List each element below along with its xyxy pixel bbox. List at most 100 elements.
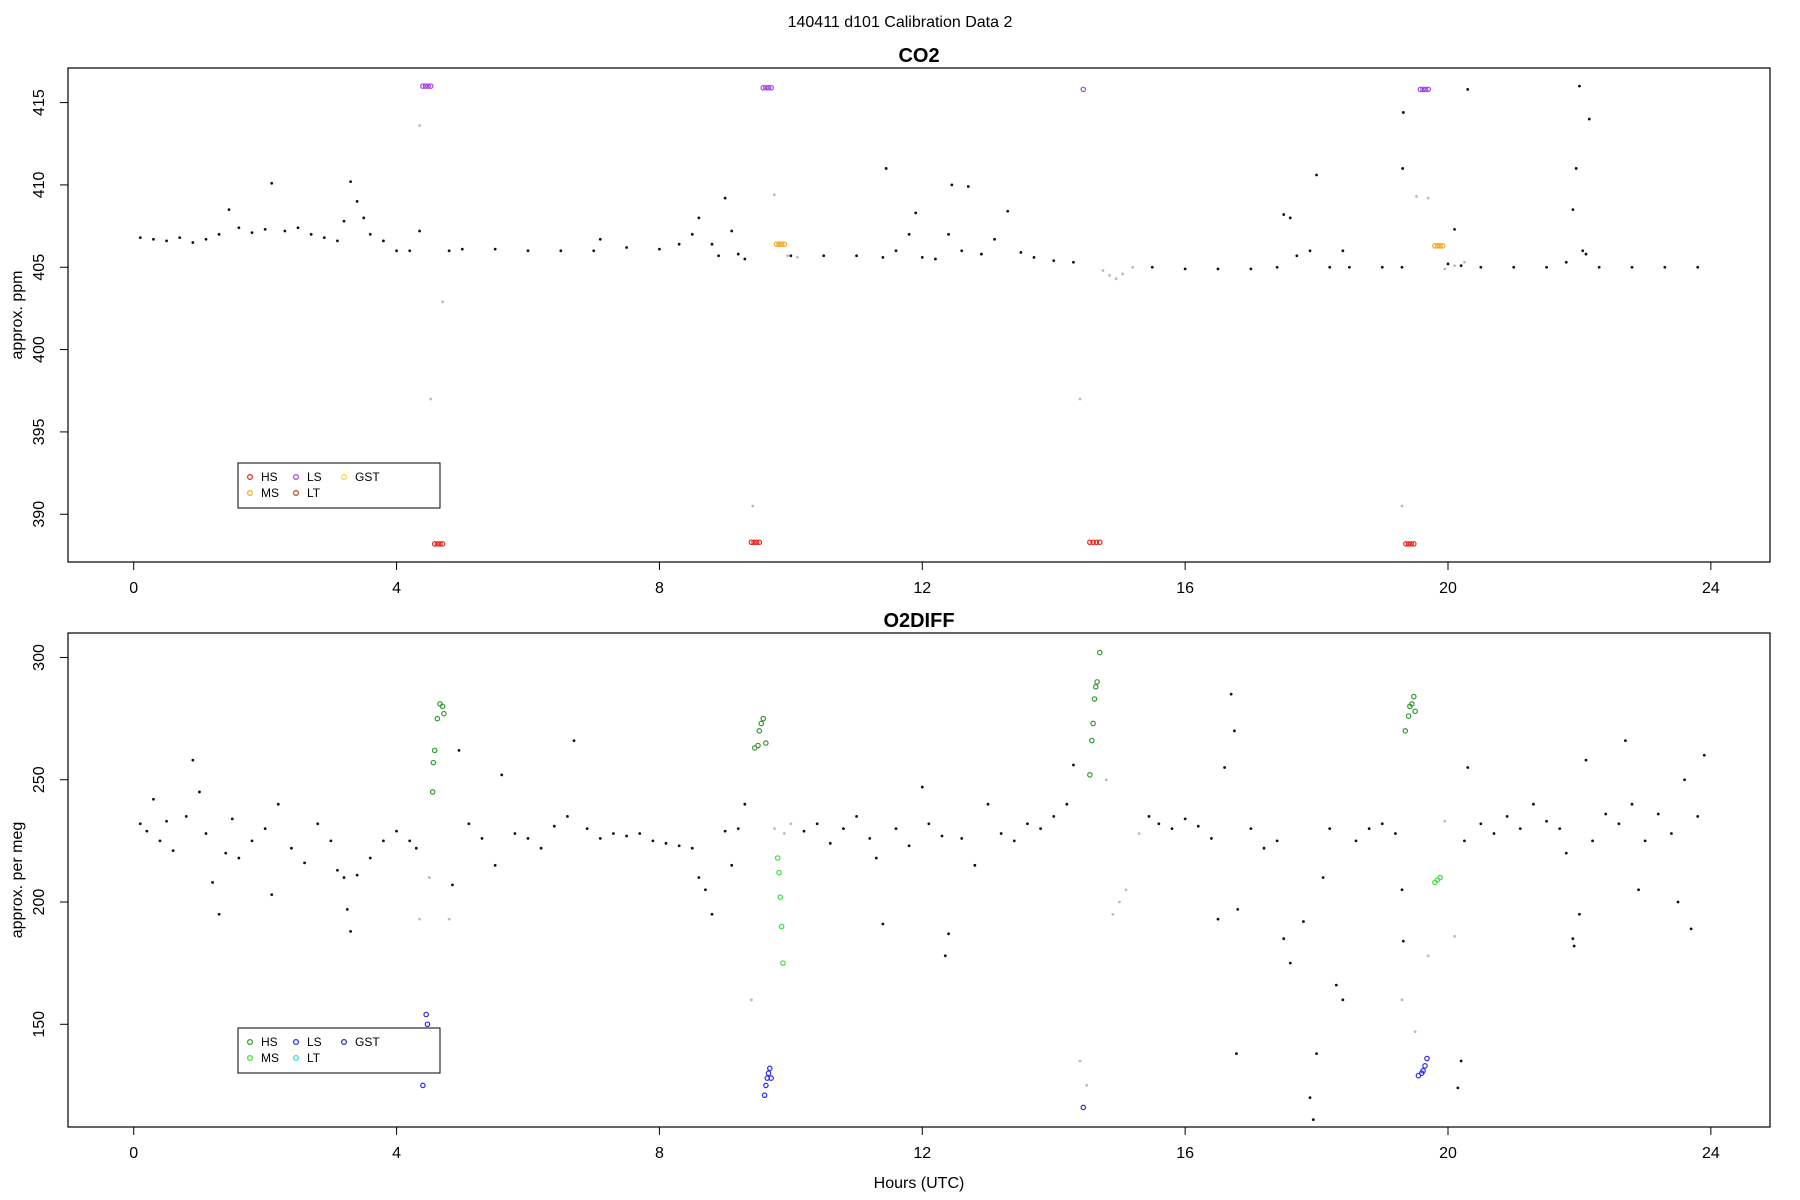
data-point: [1108, 274, 1111, 277]
data-point: [1676, 900, 1680, 904]
legend: HS LS GST MS LT: [237, 462, 441, 509]
data-point: [753, 539, 760, 546]
data-point: [943, 954, 947, 958]
data-point: [765, 84, 772, 91]
data-point: [751, 504, 755, 508]
data-point: [1545, 265, 1548, 269]
data-point: [1085, 1084, 1088, 1087]
data-point: [1321, 876, 1325, 879]
data-point: [789, 822, 793, 826]
data-point: [758, 720, 765, 727]
y-tick-label: 410: [31, 171, 48, 198]
data-point: [755, 742, 761, 749]
y-tick-label: 415: [31, 89, 48, 116]
data-point: [1689, 927, 1693, 931]
legend-entry-ls: LS: [293, 470, 322, 484]
data-point: [423, 1011, 429, 1018]
data-point: [1094, 679, 1100, 685]
data-point: [1604, 812, 1608, 816]
data-point: [736, 827, 740, 831]
data-point: [309, 232, 313, 236]
data-point: [592, 249, 596, 253]
data-point: [677, 844, 681, 848]
legend-marker: [247, 1038, 254, 1045]
data-point: [1572, 944, 1576, 948]
data-point: [276, 802, 280, 806]
data-point: [1216, 917, 1220, 921]
data-point: [1581, 249, 1585, 253]
data-point: [773, 193, 776, 197]
y-tick-label: 250: [31, 766, 48, 793]
data-point: [382, 239, 385, 243]
data-point: [441, 300, 444, 304]
data-point: [638, 832, 642, 835]
data-point: [1072, 763, 1075, 767]
x-tick-label: 0: [129, 1145, 138, 1162]
data-point: [165, 819, 168, 823]
data-point: [767, 1065, 773, 1072]
data-point: [1052, 259, 1056, 263]
legend-marker: [247, 1054, 254, 1061]
series-flush: [418, 124, 1466, 508]
y-tick-label: 150: [31, 1011, 48, 1038]
data-point: [1446, 262, 1450, 266]
data-point: [1282, 937, 1286, 941]
legend-marker: [247, 474, 254, 481]
y-tick-label: 390: [31, 501, 48, 528]
data-point: [342, 876, 346, 879]
data-point: [1006, 209, 1010, 213]
data-point: [439, 541, 446, 547]
data-point: [773, 241, 780, 247]
data-point: [1405, 541, 1412, 547]
data-point: [1597, 265, 1601, 269]
data-point: [881, 922, 885, 926]
data-point: [1341, 249, 1345, 253]
data-point: [697, 216, 701, 220]
data-point: [1354, 839, 1358, 843]
data-point: [1532, 802, 1535, 806]
data-point: [1334, 983, 1338, 987]
data-point: [1637, 888, 1640, 892]
data-point: [598, 837, 602, 840]
data-point: [382, 839, 385, 843]
data-point: [1183, 267, 1187, 271]
data-point: [973, 863, 977, 867]
data-point: [1415, 195, 1418, 198]
data-point: [751, 539, 757, 546]
data-point: [761, 1092, 768, 1099]
data-point: [1302, 920, 1305, 923]
data-point: [217, 912, 221, 916]
data-point: [362, 216, 366, 220]
data-point: [1039, 827, 1042, 831]
data-point: [1466, 88, 1470, 91]
data-point: [1288, 961, 1292, 965]
data-point: [884, 167, 888, 170]
data-point: [940, 834, 944, 838]
data-point: [1518, 827, 1522, 831]
data-point: [697, 876, 701, 879]
legend-marker: [247, 490, 254, 497]
data-point: [552, 824, 556, 828]
data-point: [1233, 729, 1236, 733]
data-point: [322, 236, 326, 240]
data-point: [1114, 277, 1118, 281]
data-point: [138, 236, 142, 240]
data-point: [625, 246, 628, 249]
data-point: [1453, 934, 1456, 938]
data-point: [171, 849, 175, 853]
legend-label: GST: [355, 470, 380, 484]
data-point: [447, 249, 451, 253]
data-point: [408, 839, 412, 843]
chart-panel-co2: CO2 0 4 8 12 16 20 24 390 395 400 405 410 415 approx. …: [9, 45, 1771, 597]
data-point: [704, 888, 707, 892]
data-point: [457, 748, 461, 752]
data-point: [431, 541, 438, 547]
data-point: [418, 229, 421, 233]
data-point: [1578, 84, 1581, 88]
data-point: [760, 715, 767, 722]
data-point: [1505, 815, 1509, 818]
data-point: [1262, 846, 1266, 850]
data-point: [237, 856, 241, 860]
data-point: [1118, 900, 1121, 904]
data-point: [1564, 260, 1568, 264]
